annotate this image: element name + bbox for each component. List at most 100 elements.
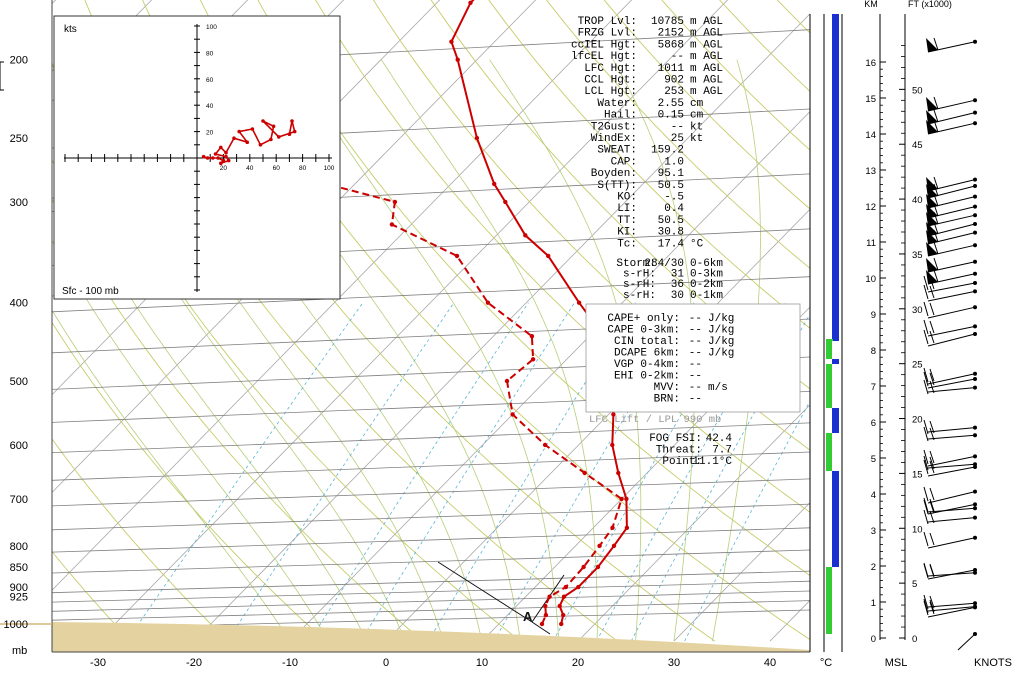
index-value: -- — [689, 359, 702, 371]
temperature-point — [559, 621, 564, 627]
dry-adiabat-line — [52, 438, 229, 642]
wind-barb-shaft — [927, 306, 976, 319]
dewpoint-point — [563, 584, 568, 590]
hodograph-units-label: kts — [64, 24, 77, 35]
hodograph-point — [261, 119, 265, 123]
wind-barb-shaft — [927, 602, 976, 608]
cloud-moisture-strip — [809, 14, 843, 652]
km-tick-label: 9 — [871, 310, 876, 321]
dewpoint-point — [547, 594, 552, 599]
temperature-point — [474, 135, 480, 141]
pressure-tick-label: 500 — [10, 376, 28, 388]
dry-adiabat-line — [603, 0, 810, 210]
index-label: MVV: — [654, 382, 680, 394]
index-unit: m AGL — [690, 75, 723, 87]
temperature-point — [610, 442, 615, 448]
index-value: -- — [689, 336, 702, 348]
pressure-tick-label: 300 — [10, 197, 28, 209]
index-label: CAPE+ only: — [607, 313, 680, 325]
hodograph-u-tick-label: 60 — [273, 165, 281, 172]
temperature-point — [576, 584, 581, 590]
dewpoint-point — [581, 564, 586, 570]
isobar-line — [52, 422, 810, 453]
ft-tick-label: 10 — [912, 524, 923, 535]
index-unit: 0-3km — [690, 269, 723, 281]
index-value: 36 — [671, 279, 684, 291]
index-value: -.5 — [664, 192, 684, 204]
temperature-tick-label: -30 — [90, 657, 106, 669]
index-unit: m/s — [708, 382, 728, 394]
hodograph-point — [221, 158, 226, 163]
km-tick-label: 8 — [871, 346, 876, 357]
index-unit: kt — [690, 133, 703, 145]
wind-barb-shaft — [927, 463, 976, 469]
wind-barb-shaft — [927, 569, 976, 580]
hodograph-point — [237, 129, 241, 134]
index-label: lfcEL Hgt: — [571, 51, 637, 63]
index-label: s-rH: — [623, 269, 656, 281]
index-label: ccIEL Hgt: — [571, 39, 637, 51]
wind-barb-shaft — [927, 491, 976, 504]
index-value: 0.4 — [664, 203, 684, 215]
index-unit: 0-6km — [690, 258, 723, 270]
index-unit: cm — [690, 110, 704, 122]
moist-adiabat-line — [381, 59, 598, 642]
km-tick-label: 11 — [866, 238, 876, 249]
index-unit: J/kg — [708, 348, 734, 360]
dewpoint-point — [610, 525, 615, 530]
index-unit: J/kg — [708, 336, 734, 348]
index-value: 50.5 — [658, 180, 684, 192]
pressure-tick-label: 1000 — [4, 619, 28, 631]
hodograph-inset: kts Sfc - 100 mb 20 20 40 40 60 60 80 80 100 100 — [53, 15, 341, 300]
dewpoint-point — [504, 378, 510, 384]
mixing-ratio-line — [428, 302, 636, 642]
wind-barb-shaft — [927, 517, 976, 523]
index-value: 31 — [671, 269, 685, 281]
index-value: -- — [671, 121, 684, 133]
index-unit: m AGL — [690, 63, 723, 75]
temperature-point — [611, 543, 617, 548]
km-tick-label: 10 — [865, 274, 876, 285]
moist-bar-4 — [826, 567, 833, 634]
index-value: 7.7 — [712, 445, 732, 457]
isobar-line — [52, 478, 810, 507]
index-unit: m AGL — [690, 39, 723, 51]
ft-tick-label: 5 — [912, 579, 917, 590]
index-value: 50.5 — [658, 215, 684, 227]
dry-adiabat-line — [52, 198, 424, 642]
pressure-tick-label: 900 — [10, 582, 28, 594]
index-label: CAP: — [611, 156, 637, 168]
index-unit: °C — [690, 238, 704, 250]
wind-barb-shaft — [927, 606, 976, 618]
km-tick-label: 13 — [865, 166, 876, 177]
index-label: CIN total: — [614, 336, 680, 348]
pressure-tick-label: 200 — [10, 55, 28, 67]
dewpoint-point — [543, 612, 549, 618]
wind-barb-shaft — [927, 378, 976, 389]
hodograph-point — [232, 136, 236, 140]
temperature-point — [557, 603, 562, 609]
index-unit: kt — [690, 121, 703, 133]
cloud-bar-upper — [832, 14, 839, 569]
index-label: Tc: — [617, 238, 637, 250]
temperature-point — [624, 525, 630, 530]
ft-tick-label: 20 — [912, 415, 923, 426]
mixing-ratio-line — [126, 302, 364, 642]
wind-barb-shaft — [927, 606, 976, 612]
km-tick-label: 0 — [871, 634, 876, 645]
index-value: 2152 — [658, 28, 684, 40]
temperature-point — [468, 0, 473, 5]
temperature-point — [595, 564, 601, 570]
index-label: EHI 0-2km: — [614, 371, 680, 383]
hodograph-trace — [201, 119, 297, 166]
index-label: LFC Hgt: — [584, 63, 637, 75]
index-value: 902 — [664, 75, 684, 87]
index-label: BRN: — [654, 394, 680, 406]
pressure-tick-label: 850 — [10, 562, 28, 574]
index-value: 17.4 — [658, 238, 685, 250]
index-label: TT: — [617, 215, 637, 227]
km-tick-label: 2 — [871, 562, 876, 573]
index-value: 25 — [671, 133, 684, 145]
index-label: LI: — [617, 203, 637, 215]
index-unit: m AGL — [690, 16, 723, 28]
